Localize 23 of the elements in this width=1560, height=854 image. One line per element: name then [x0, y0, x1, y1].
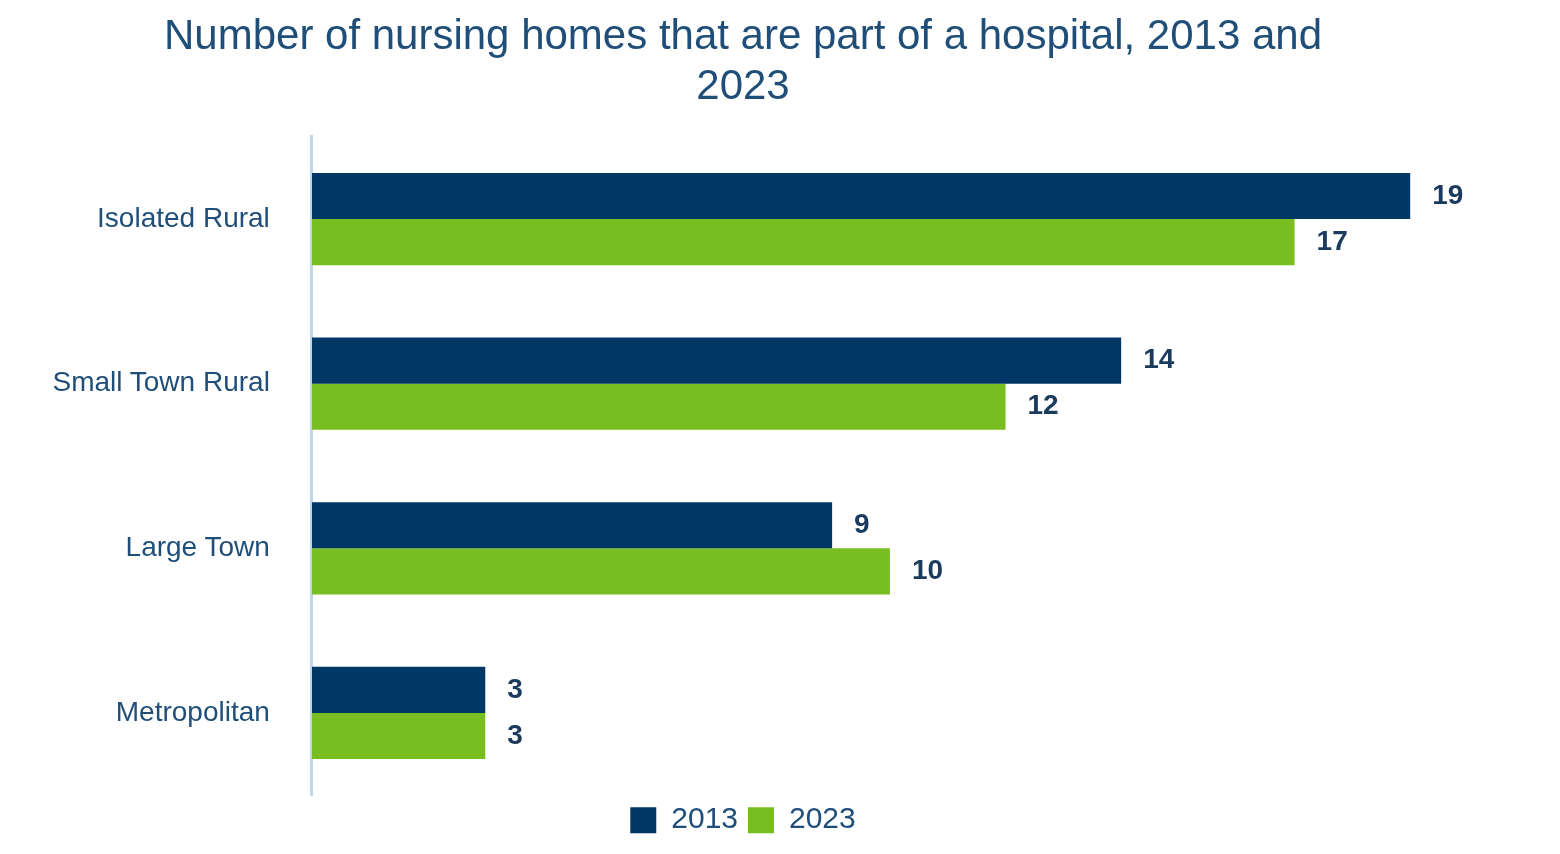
data-label: 14: [1143, 343, 1175, 375]
y-tick-label: Metropolitan: [115, 695, 270, 727]
data-label: 17: [1316, 224, 1348, 256]
y-tick-label: Isolated Rural: [97, 201, 270, 233]
data-label: 3: [507, 672, 523, 704]
data-label: 19: [1432, 178, 1464, 210]
bar: [311, 548, 890, 595]
bar: [311, 502, 833, 549]
legend-label: 2013: [671, 801, 739, 835]
y-tick-label: Small Town Rural: [52, 366, 270, 398]
data-label: 10: [911, 554, 944, 586]
bar: [311, 383, 1006, 430]
data-label: 9: [854, 507, 870, 539]
data-label: 12: [1027, 389, 1059, 421]
bar: [311, 666, 486, 713]
bar: [311, 173, 1411, 220]
bar: [311, 219, 1295, 266]
chart-title: Number of nursing homes that are part of a hospital, 2013 and 2023: [163, 10, 1323, 109]
legend-label: 2023: [789, 801, 856, 835]
y-tick-label: Large Town: [125, 531, 270, 563]
bar: [311, 337, 1122, 384]
bar: [311, 712, 486, 759]
data-label: 3: [507, 718, 523, 750]
